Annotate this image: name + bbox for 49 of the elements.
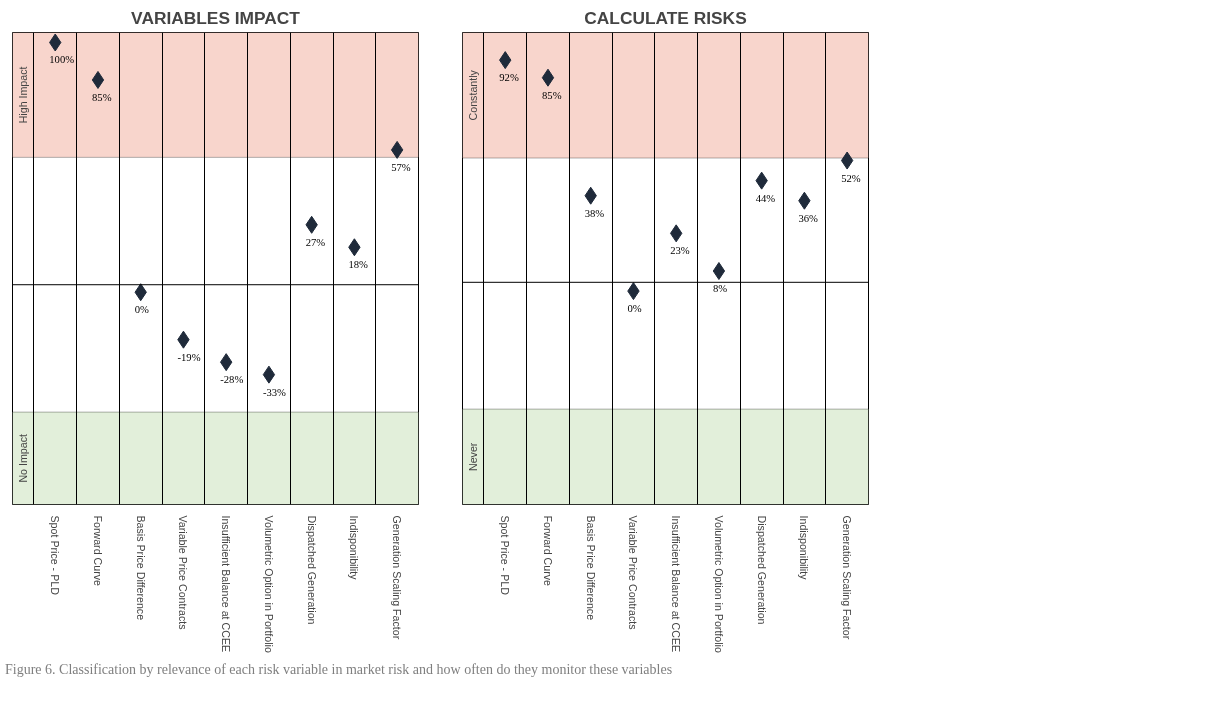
data-label: -28% <box>220 374 244 386</box>
x-tick-label: Indisponibility <box>348 515 361 581</box>
data-label: 85% <box>541 89 562 101</box>
data-label: 38% <box>584 207 605 219</box>
data-label: 8% <box>712 283 728 295</box>
data-label: 44% <box>755 192 776 204</box>
point <box>91 70 105 89</box>
x-tick-label: Basis Price Difference <box>134 515 147 621</box>
point <box>712 262 726 281</box>
data-label: 0% <box>627 303 642 315</box>
x-tick-label: Variable Price Contracts <box>177 515 190 630</box>
band-label: No Impact <box>17 433 30 483</box>
chart-title: CALCULATE RISKS <box>584 7 747 28</box>
data-label: 18% <box>348 259 369 271</box>
point <box>390 140 404 159</box>
x-tick-label: Forward Curve <box>541 515 554 587</box>
data-label: 52% <box>841 172 861 184</box>
data-label: 36% <box>798 212 819 224</box>
x-tick-label: Basis Price Difference <box>584 515 597 621</box>
x-tick-label: Variable Price Contracts <box>627 515 640 630</box>
x-tick-label: Spot Price - PLD <box>499 515 512 596</box>
caption: Figure 6. Classification by relevance of each risk variable in market risk and how often do they monitor these variables <box>5 661 673 679</box>
data-label: 100% <box>49 54 75 66</box>
x-tick-label: Generation Scaling Factor <box>841 515 854 640</box>
x-tick-label: Volumetric Option in Portfolio <box>712 515 725 653</box>
data-label: 27% <box>305 236 326 248</box>
band-label: Constantly <box>467 69 480 121</box>
data-label: 57% <box>391 161 411 173</box>
data-label: -33% <box>262 386 287 398</box>
x-tick-label: Indisponibility <box>798 515 811 581</box>
x-tick-label: Forward Curve <box>91 515 104 587</box>
x-tick-label: Spot Price - PLD <box>49 515 62 596</box>
data-label: 85% <box>91 91 112 103</box>
x-tick-label: Generation Scaling Factor <box>391 515 404 640</box>
data-label: 23% <box>670 245 690 257</box>
chart-title: VARIABLES IMPACT <box>131 7 301 28</box>
x-tick-label: Dispatched Generation <box>305 515 318 625</box>
data-label: -19% <box>177 351 201 363</box>
x-tick-label: Volumetric Option in Portfolio <box>262 515 275 653</box>
data-label: 92% <box>499 72 519 84</box>
x-tick-label: Insufficient Balance at CCEE <box>670 515 683 653</box>
band-label: High Impact <box>17 66 30 124</box>
x-tick-label: Dispatched Generation <box>755 515 768 625</box>
point <box>840 151 854 170</box>
point <box>541 68 555 87</box>
x-tick-label: Insufficient Balance at CCEE <box>220 515 233 653</box>
point <box>262 365 276 384</box>
band-label: Never <box>467 442 480 472</box>
data-label: 0% <box>134 304 150 316</box>
